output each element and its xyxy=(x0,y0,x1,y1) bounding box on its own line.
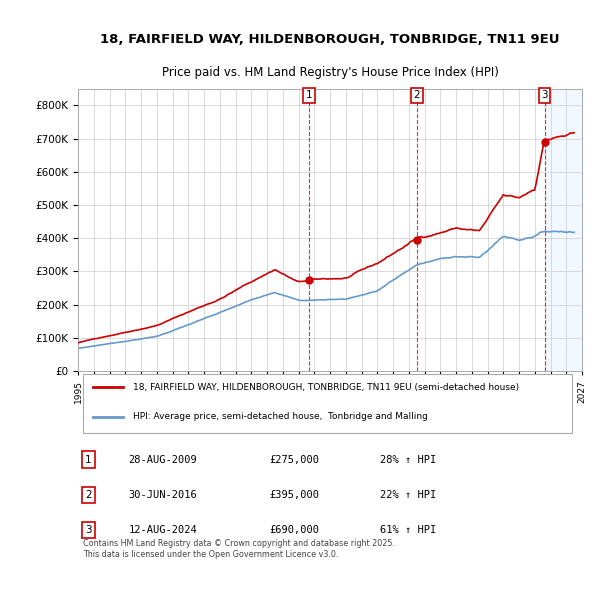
Text: Price paid vs. HM Land Registry's House Price Index (HPI): Price paid vs. HM Land Registry's House … xyxy=(161,66,499,79)
Polygon shape xyxy=(545,88,582,371)
Text: £275,000: £275,000 xyxy=(269,454,320,464)
Text: 61% ↑ HPI: 61% ↑ HPI xyxy=(380,525,437,535)
Text: 3: 3 xyxy=(541,90,548,100)
Text: 28% ↑ HPI: 28% ↑ HPI xyxy=(380,454,437,464)
FancyBboxPatch shape xyxy=(83,374,572,433)
Text: 12-AUG-2024: 12-AUG-2024 xyxy=(128,525,197,535)
Text: HPI: Average price, semi-detached house,  Tonbridge and Malling: HPI: Average price, semi-detached house,… xyxy=(133,412,428,421)
Text: 2: 2 xyxy=(85,490,91,500)
Text: Contains HM Land Registry data © Crown copyright and database right 2025.
This d: Contains HM Land Registry data © Crown c… xyxy=(83,539,395,559)
Text: 18, FAIRFIELD WAY, HILDENBOROUGH, TONBRIDGE, TN11 9EU: 18, FAIRFIELD WAY, HILDENBOROUGH, TONBRI… xyxy=(100,34,560,47)
Text: 30-JUN-2016: 30-JUN-2016 xyxy=(128,490,197,500)
Text: 3: 3 xyxy=(85,525,91,535)
Text: £690,000: £690,000 xyxy=(269,525,320,535)
Text: 1: 1 xyxy=(85,454,91,464)
Text: 2: 2 xyxy=(413,90,420,100)
Text: 1: 1 xyxy=(305,90,312,100)
Text: 22% ↑ HPI: 22% ↑ HPI xyxy=(380,490,437,500)
Text: 18, FAIRFIELD WAY, HILDENBOROUGH, TONBRIDGE, TN11 9EU (semi-detached house): 18, FAIRFIELD WAY, HILDENBOROUGH, TONBRI… xyxy=(133,383,520,392)
Text: £395,000: £395,000 xyxy=(269,490,320,500)
Text: 28-AUG-2009: 28-AUG-2009 xyxy=(128,454,197,464)
